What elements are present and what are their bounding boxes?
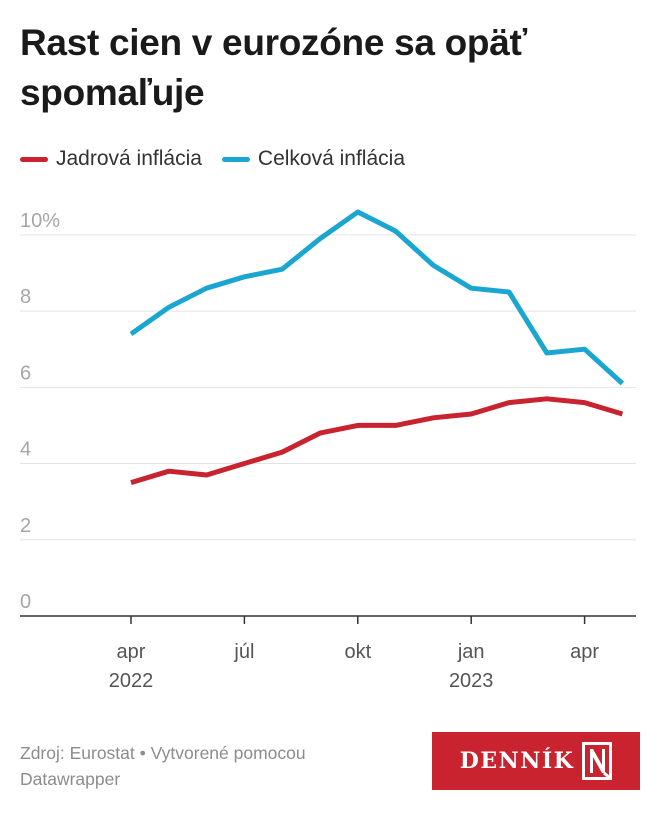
x-tick-label: apr bbox=[570, 641, 599, 663]
legend-item-core: Jadrová inflácia bbox=[20, 147, 202, 171]
y-tick-label: 0 bbox=[20, 591, 31, 613]
legend-label-core: Jadrová inflácia bbox=[56, 147, 202, 170]
series-line-headline-inflation bbox=[129, 209, 625, 386]
x-tick-label: jan bbox=[457, 641, 485, 663]
dennik-n-logo[interactable]: DENNÍK bbox=[432, 732, 640, 790]
x-tick-year-label: 2023 bbox=[449, 670, 494, 692]
x-tick-label: okt bbox=[344, 641, 371, 663]
legend-swatch-core bbox=[20, 156, 48, 162]
source-note: Zdroj: Eurostat • Vytvorené pomocou bbox=[20, 743, 306, 763]
series-line-core-inflation bbox=[130, 396, 624, 485]
tool-note: Datawrapper bbox=[20, 769, 121, 789]
footer: Zdroj: Eurostat • Vytvorené pomocou Data… bbox=[20, 740, 390, 792]
legend-item-headline: Celková inflácia bbox=[221, 147, 405, 171]
x-tick-label: apr bbox=[117, 641, 146, 663]
y-tick-label: 10% bbox=[20, 210, 60, 232]
x-tick-year-label: 2022 bbox=[109, 670, 154, 692]
legend-label-headline: Celková inflácia bbox=[257, 147, 405, 170]
chart-title: Rast cien v eurozóne sa opäť spomaľuje bbox=[20, 22, 527, 113]
y-tick-label: 8 bbox=[20, 286, 31, 308]
legend-swatch-headline bbox=[221, 156, 250, 162]
x-tick-label: júl bbox=[233, 641, 254, 663]
y-tick-label: 4 bbox=[20, 439, 31, 461]
y-tick-label: 2 bbox=[20, 515, 31, 537]
logo-n-mark-icon bbox=[582, 742, 613, 780]
logo-text: DENNÍK bbox=[459, 748, 575, 774]
y-tick-label: 6 bbox=[20, 362, 31, 384]
legend: Jadrová inflácia Celková inflácia bbox=[20, 147, 425, 171]
